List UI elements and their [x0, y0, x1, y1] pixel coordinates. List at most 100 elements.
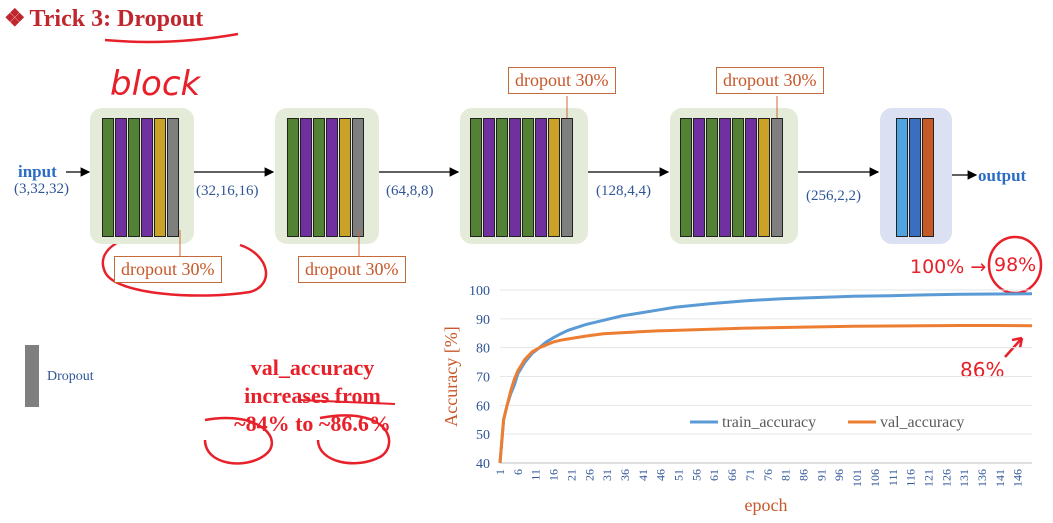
- x-tick-label: 26: [582, 469, 596, 481]
- x-tick-label: 46: [654, 469, 668, 481]
- block-1-layers: [102, 118, 194, 237]
- y-tick-label: 50: [476, 428, 490, 443]
- dropout-layer: [771, 118, 783, 237]
- pool-layer: [758, 118, 770, 237]
- output-block: [880, 108, 952, 244]
- x-tick-label: 81: [779, 469, 793, 481]
- bn-layer: [535, 118, 547, 237]
- dropout-layer: [561, 118, 573, 237]
- pool-layer: [548, 118, 560, 237]
- legend-label-val_accuracy: val_accuracy: [880, 414, 964, 431]
- block-3-layers: [470, 118, 588, 237]
- flatten-layer: [896, 118, 908, 237]
- bn-layer: [693, 118, 705, 237]
- pool-layer: [339, 118, 351, 237]
- x-tick-label: 101: [850, 469, 864, 487]
- val-accuracy-annotation: val_accuracy increases from ~84% to ~86.…: [200, 354, 425, 438]
- y-tick-label: 100: [469, 284, 490, 299]
- dense-layer: [909, 118, 921, 237]
- handwritten-100: 100% →: [910, 256, 987, 278]
- x-tick-label: 116: [904, 469, 918, 487]
- conv-layer: [470, 118, 482, 237]
- conv-layer: [128, 118, 140, 237]
- series-line-val_accuracy: [498, 324, 1033, 464]
- y-tick-label: 90: [476, 313, 490, 328]
- bn-layer: [509, 118, 521, 237]
- bn-layer: [745, 118, 757, 237]
- x-tick-label: 6: [511, 469, 525, 475]
- x-tick-label: 16: [547, 469, 561, 481]
- bn-layer: [115, 118, 127, 237]
- x-tick-label: 146: [1011, 469, 1025, 487]
- handwritten-86: 86%: [960, 358, 1005, 382]
- dropout-label-4: dropout 30%: [716, 67, 824, 94]
- output-layers: [896, 118, 952, 237]
- pool-layer: [154, 118, 166, 237]
- input-label: input: [18, 162, 57, 181]
- y-tick-label: 70: [476, 371, 490, 386]
- x-tick-label: 91: [814, 469, 828, 481]
- bullet-icon: ❖: [4, 6, 26, 32]
- x-tick-label: 96: [832, 469, 846, 481]
- conv-layer: [680, 118, 692, 237]
- x-tick-label: 121: [921, 469, 935, 487]
- x-tick-label: 111: [886, 469, 900, 486]
- legend-label-train_accuracy: train_accuracy: [722, 414, 816, 431]
- dropout-label-3: dropout 30%: [508, 67, 616, 94]
- handwritten-block: block: [110, 64, 201, 104]
- conv-layer: [522, 118, 534, 237]
- softmax-layer: [922, 118, 934, 237]
- slide-title: ❖ Trick 3: Dropout: [4, 4, 203, 33]
- y-tick-label: 60: [476, 399, 490, 414]
- x-tick-label: 76: [761, 469, 775, 481]
- legend-dropout-swatch: [25, 345, 39, 407]
- x-tick-label: 141: [993, 469, 1007, 487]
- bn-layer: [483, 118, 495, 237]
- title-underline: [104, 32, 239, 44]
- block-1: [90, 108, 194, 244]
- shape-label-2: (64,8,8): [386, 183, 434, 199]
- bn-layer: [719, 118, 731, 237]
- conv-layer: [313, 118, 325, 237]
- bn-layer: [300, 118, 312, 237]
- x-axis-label: epoch: [745, 495, 788, 515]
- output-label: output: [978, 166, 1027, 185]
- annotation-line-2: increases from: [244, 383, 381, 408]
- y-tick-label: 40: [476, 457, 490, 472]
- x-tick-label: 36: [618, 469, 632, 481]
- conv-layer: [102, 118, 114, 237]
- conv-layer: [706, 118, 718, 237]
- dropout-label-1: dropout 30%: [114, 256, 222, 283]
- block-3: [460, 108, 588, 244]
- annotation-line-1: val_accuracy: [250, 355, 375, 380]
- x-tick-label: 71: [743, 469, 757, 481]
- block-4: [670, 108, 798, 244]
- dropout-layer: [352, 118, 364, 237]
- x-tick-label: 1: [493, 469, 507, 475]
- x-tick-label: 31: [600, 469, 614, 481]
- dropout-label-2: dropout 30%: [298, 256, 406, 283]
- x-tick-label: 66: [725, 469, 739, 481]
- bn-layer: [141, 118, 153, 237]
- shape-label-3: (128,4,4): [596, 183, 651, 199]
- input-shape: (3,32,32): [14, 181, 69, 197]
- y-axis-label: Accuracy [%]: [441, 326, 461, 426]
- conv-layer: [496, 118, 508, 237]
- x-tick-label: 41: [636, 469, 650, 481]
- x-tick-label: 61: [707, 469, 721, 481]
- dropout-layer: [167, 118, 179, 237]
- x-tick-label: 51: [672, 469, 686, 481]
- handwritten-98: 98%: [994, 254, 1037, 276]
- x-tick-label: 56: [689, 469, 703, 481]
- x-tick-label: 21: [564, 469, 578, 481]
- bn-layer: [326, 118, 338, 237]
- x-tick-label: 136: [975, 469, 989, 487]
- conv-layer: [287, 118, 299, 237]
- block-4-layers: [680, 118, 798, 237]
- legend-dropout-label: Dropout: [47, 369, 94, 384]
- x-tick-label: 106: [868, 469, 882, 487]
- shape-label-4: (256,2,2): [806, 188, 861, 204]
- shape-label-1: (32,16,16): [196, 183, 259, 199]
- x-tick-label: 11: [529, 469, 543, 481]
